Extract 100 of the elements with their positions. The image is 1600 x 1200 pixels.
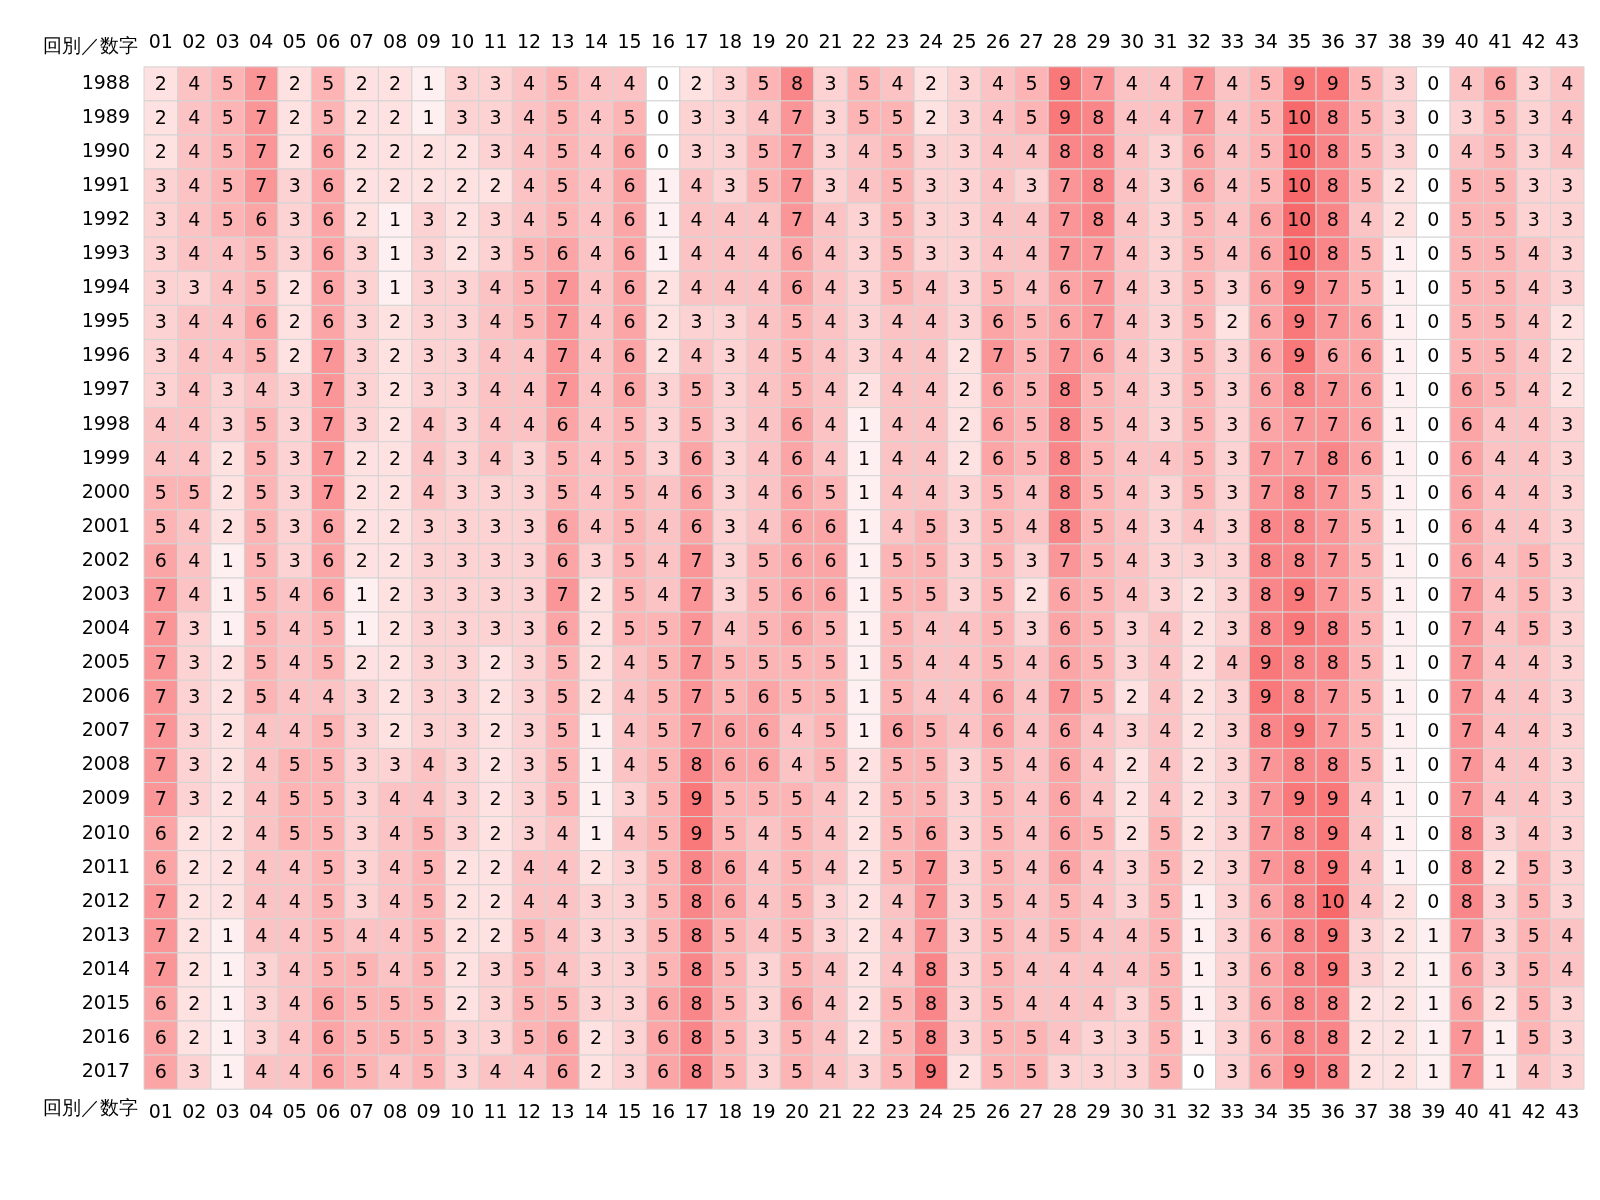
data-label: 3: [1561, 1060, 1574, 1083]
data-label: 2: [355, 651, 368, 674]
data-label: 3: [456, 480, 469, 503]
data-label: 2: [489, 889, 502, 912]
data-label: 6: [991, 446, 1004, 469]
data-label: 5: [790, 651, 804, 674]
data-label: 3: [958, 139, 971, 162]
data-label: 4: [757, 480, 770, 503]
x-tick-label: 19: [751, 1099, 776, 1122]
data-label: 8: [1058, 480, 1071, 503]
data-label: 2: [1125, 685, 1138, 708]
data-label: 5: [1360, 548, 1373, 571]
data-label: 3: [456, 821, 469, 844]
data-label: 4: [422, 480, 435, 503]
data-label: 4: [757, 276, 770, 299]
x-tick-label: 28: [1052, 1099, 1078, 1122]
data-label: 5: [322, 855, 335, 878]
data-label: 4: [255, 753, 268, 776]
data-label: 8: [924, 1026, 938, 1049]
data-label: 2: [857, 787, 871, 810]
data-label: 1: [355, 617, 368, 640]
x-tick-label: 05: [282, 1099, 307, 1122]
data-label: 5: [824, 651, 837, 674]
data-label: 5: [288, 787, 301, 810]
data-label: 5: [1360, 71, 1373, 94]
data-label: 4: [1125, 378, 1138, 401]
data-label: 4: [690, 242, 703, 265]
data-label: 2: [355, 139, 368, 162]
data-label: 5: [221, 139, 234, 162]
y-tick-label: 2007: [81, 718, 130, 741]
data-label: 3: [255, 1026, 268, 1049]
data-label: 3: [1561, 991, 1574, 1014]
data-label: 4: [1360, 208, 1373, 231]
x-tick-label: 10: [450, 1099, 475, 1122]
data-label: 2: [389, 617, 402, 640]
data-label: 1: [221, 923, 234, 946]
data-label: 2: [456, 991, 469, 1014]
data-label: 2: [456, 855, 469, 878]
data-label: 3: [355, 344, 368, 367]
data-label: 2: [590, 855, 603, 878]
data-label: 4: [1058, 991, 1071, 1014]
x-tick-label: 20: [784, 1099, 810, 1122]
data-label: 5: [891, 242, 904, 265]
data-label: 4: [757, 446, 770, 469]
data-label: 4: [891, 923, 904, 946]
data-label: 5: [891, 174, 904, 197]
data-label: 3: [456, 310, 469, 333]
data-label: 4: [1025, 208, 1038, 231]
data-label: 2: [221, 753, 234, 776]
data-label: 3: [355, 412, 368, 435]
data-label: 3: [857, 242, 871, 265]
category-label: 06: [316, 30, 341, 53]
data-label: 5: [422, 1026, 435, 1049]
data-label: 5: [724, 787, 737, 810]
data-label: 4: [1092, 991, 1105, 1014]
data-label: 6: [657, 1060, 670, 1083]
x-tick-label: 23: [885, 1099, 910, 1122]
data-label: 3: [422, 582, 435, 605]
data-label: 4: [188, 446, 201, 469]
data-label: 4: [556, 923, 569, 946]
data-label: 4: [1092, 923, 1105, 946]
data-label: 1: [1192, 1026, 1205, 1049]
data-label: 4: [188, 139, 201, 162]
data-label: 1: [857, 582, 871, 605]
data-label: 2: [456, 242, 469, 265]
data-label: 6: [991, 378, 1004, 401]
data-label: 4: [991, 139, 1004, 162]
data-label: 1: [422, 105, 435, 128]
data-label: 4: [1561, 139, 1574, 162]
data-label: 0: [1427, 582, 1440, 605]
data-label: 2: [389, 310, 402, 333]
data-label: 6: [1058, 753, 1071, 776]
data-label: 1: [1393, 480, 1406, 503]
data-label: 6: [790, 480, 804, 503]
data-label: 2: [489, 753, 502, 776]
data-label: 2: [1192, 753, 1205, 776]
data-label: 3: [422, 719, 435, 742]
data-label: 3: [623, 923, 636, 946]
data-label: 6: [790, 242, 804, 265]
data-label: 5: [790, 821, 804, 844]
data-label: 5: [1494, 276, 1507, 299]
data-label: 1: [1192, 923, 1205, 946]
data-label: 4: [824, 242, 837, 265]
data-label: 3: [1561, 582, 1574, 605]
data-label: 2: [1360, 1026, 1373, 1049]
data-label: 2: [958, 378, 971, 401]
data-label: 3: [221, 378, 234, 401]
data-label: 8: [1293, 685, 1306, 708]
data-label: 3: [1058, 1060, 1071, 1083]
data-label: 4: [623, 685, 636, 708]
data-label: 3: [456, 412, 469, 435]
data-label: 4: [1125, 208, 1138, 231]
data-label: 7: [924, 923, 938, 946]
data-label: 5: [824, 480, 837, 503]
data-label: 5: [623, 617, 636, 640]
data-label: 5: [1527, 991, 1540, 1014]
data-label: 2: [389, 685, 402, 708]
data-label: 7: [1326, 582, 1339, 605]
data-label: 5: [556, 139, 569, 162]
data-label: 3: [958, 242, 971, 265]
